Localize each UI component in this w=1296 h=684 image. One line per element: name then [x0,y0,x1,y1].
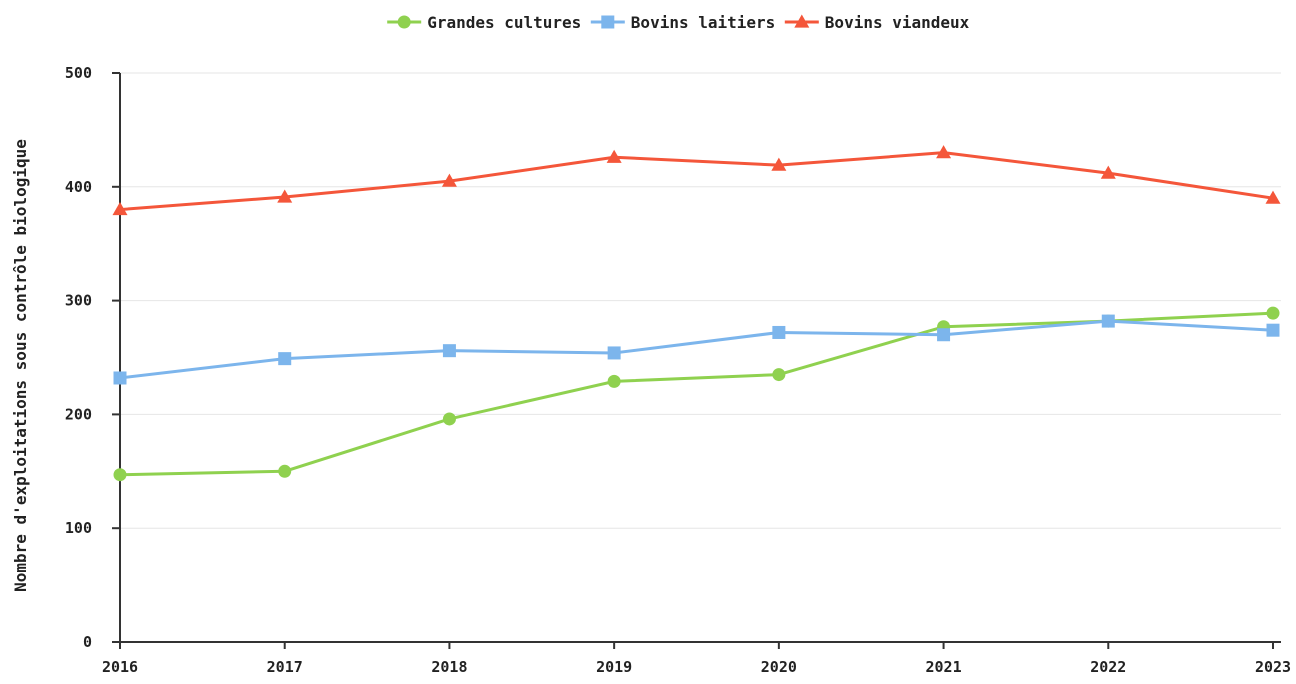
data-point [937,328,951,342]
x-tick-label: 2023 [1255,658,1291,676]
legend-item[interactable]: Grandes cultures [387,13,581,32]
y-tick-label: 400 [65,178,92,196]
data-point [442,344,456,358]
series-bovins-viandeux [112,145,1281,216]
y-tick-label: 0 [83,633,92,651]
data-point [607,374,621,388]
x-tick-label: 2021 [926,658,962,676]
legend-marker [794,14,810,28]
y-tick-label: 300 [65,292,92,310]
axes [112,73,1281,649]
legend-label: Bovins viandeux [825,13,970,32]
y-tick-label: 200 [65,405,92,423]
data-point [1265,190,1281,204]
series-line [119,311,1274,477]
data-point [1101,314,1115,328]
x-tick-label: 2019 [596,658,632,676]
data-point [606,149,622,163]
data-point [1266,306,1280,320]
data-point [278,352,292,366]
y-axis-title: Nombre d'exploitations sous contrôle bio… [11,139,30,592]
y-tick-label: 100 [65,519,92,537]
x-tick-label: 2017 [267,658,303,676]
data-point [607,346,621,360]
data-point [278,464,292,478]
data-point [772,325,786,339]
data-point [277,189,293,203]
x-tick-label: 2016 [102,658,138,676]
legend-item[interactable]: Bovins laitiers [590,13,776,32]
axis-ticks: 0 100 200 300 400 500 2016 2017 2018 2019 2020 2021… [65,64,1291,676]
legend-label: Bovins laitiers [631,13,776,32]
data-point [936,145,952,159]
y-tick-label: 500 [65,64,92,82]
data-point [442,412,456,426]
series-bovins-laitiers [113,314,1280,385]
x-tick-label: 2018 [431,658,467,676]
data-point [772,368,786,382]
series-line [119,151,1274,212]
series-grandes-cultures [113,306,1280,482]
legend-item[interactable]: Bovins viandeux [784,13,970,32]
data-point [771,157,787,171]
legend-label: Grandes cultures [427,13,581,32]
data-point [112,202,128,216]
data-point [1266,323,1280,337]
legend-marker [601,15,615,29]
legend[interactable]: Grandes cultures Bovins laitiers Bovins vi… [387,13,970,32]
data-point [113,468,127,482]
series-line [119,319,1274,380]
data-point [1100,165,1116,179]
x-tick-label: 2022 [1090,658,1126,676]
legend-marker [397,15,411,29]
grid-lines [120,72,1281,529]
data-point [113,371,127,385]
x-tick-label: 2020 [761,658,797,676]
data-point [441,173,457,187]
series-lines [112,145,1281,482]
